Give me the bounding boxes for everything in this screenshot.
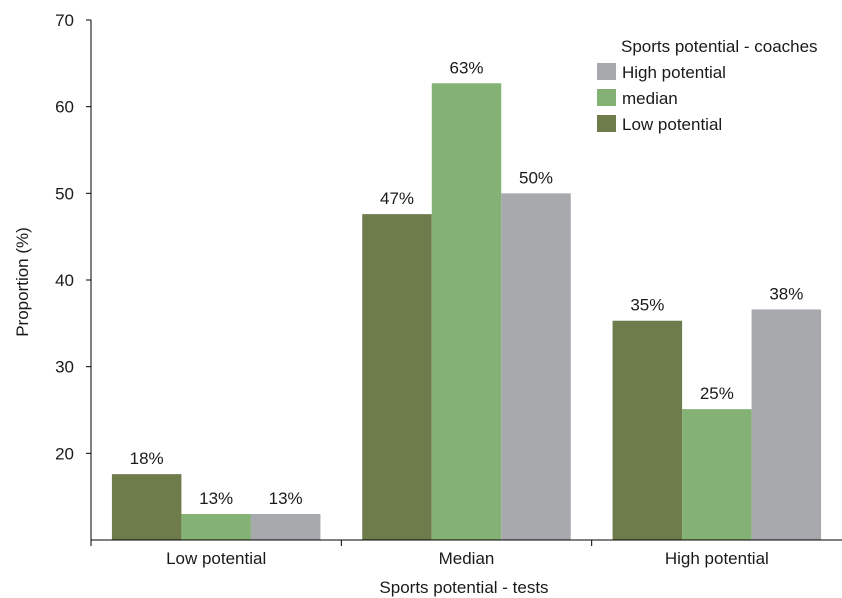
data-label: 47% (380, 189, 414, 208)
bar (501, 193, 571, 541)
y-tick-label: 40 (55, 271, 74, 290)
data-label: 38% (769, 284, 803, 303)
y-tick-label: 50 (55, 184, 74, 203)
data-label: 18% (130, 449, 164, 468)
bar (751, 309, 822, 540)
y-ticks-group: 20 30 40 50 60 70 (55, 11, 91, 463)
bar (682, 409, 752, 540)
y-tick-label: 60 (55, 98, 74, 117)
bar (431, 83, 502, 541)
y-axis-title: Proportion (%) (13, 227, 32, 337)
x-categories-group: Low potential Median High potential (90, 540, 769, 568)
data-label: 25% (700, 384, 734, 403)
bar (111, 474, 182, 540)
y-tick-label: 20 (55, 444, 74, 463)
data-label: 13% (269, 489, 303, 508)
legend-item-label: Low potential (622, 115, 722, 134)
data-label: 13% (199, 489, 233, 508)
bar (181, 514, 251, 540)
bar (362, 214, 432, 540)
bars-group (111, 83, 822, 541)
legend-item-label: High potential (622, 63, 726, 82)
x-category-label: Low potential (166, 549, 266, 568)
legend-swatch (597, 63, 616, 80)
y-tick-label: 70 (55, 11, 74, 30)
legend-swatch (597, 115, 616, 132)
legend-title: Sports potential - coaches (621, 37, 818, 56)
legend: Sports potential - coaches High potentia… (597, 37, 818, 134)
data-label: 63% (449, 58, 483, 77)
data-labels-group: 18% 13% 13% 47% 63% 50% 35% 25% 38% (130, 58, 804, 508)
x-axis-title: Sports potential - tests (379, 578, 548, 597)
bar (250, 514, 321, 540)
data-label: 35% (630, 296, 664, 315)
x-category-label: Median (439, 549, 495, 568)
y-tick-label: 30 (55, 358, 74, 377)
legend-swatch (597, 89, 616, 106)
data-label: 50% (519, 168, 553, 187)
legend-item-label: median (622, 89, 678, 108)
bar (612, 320, 683, 540)
x-category-label: High potential (665, 549, 769, 568)
